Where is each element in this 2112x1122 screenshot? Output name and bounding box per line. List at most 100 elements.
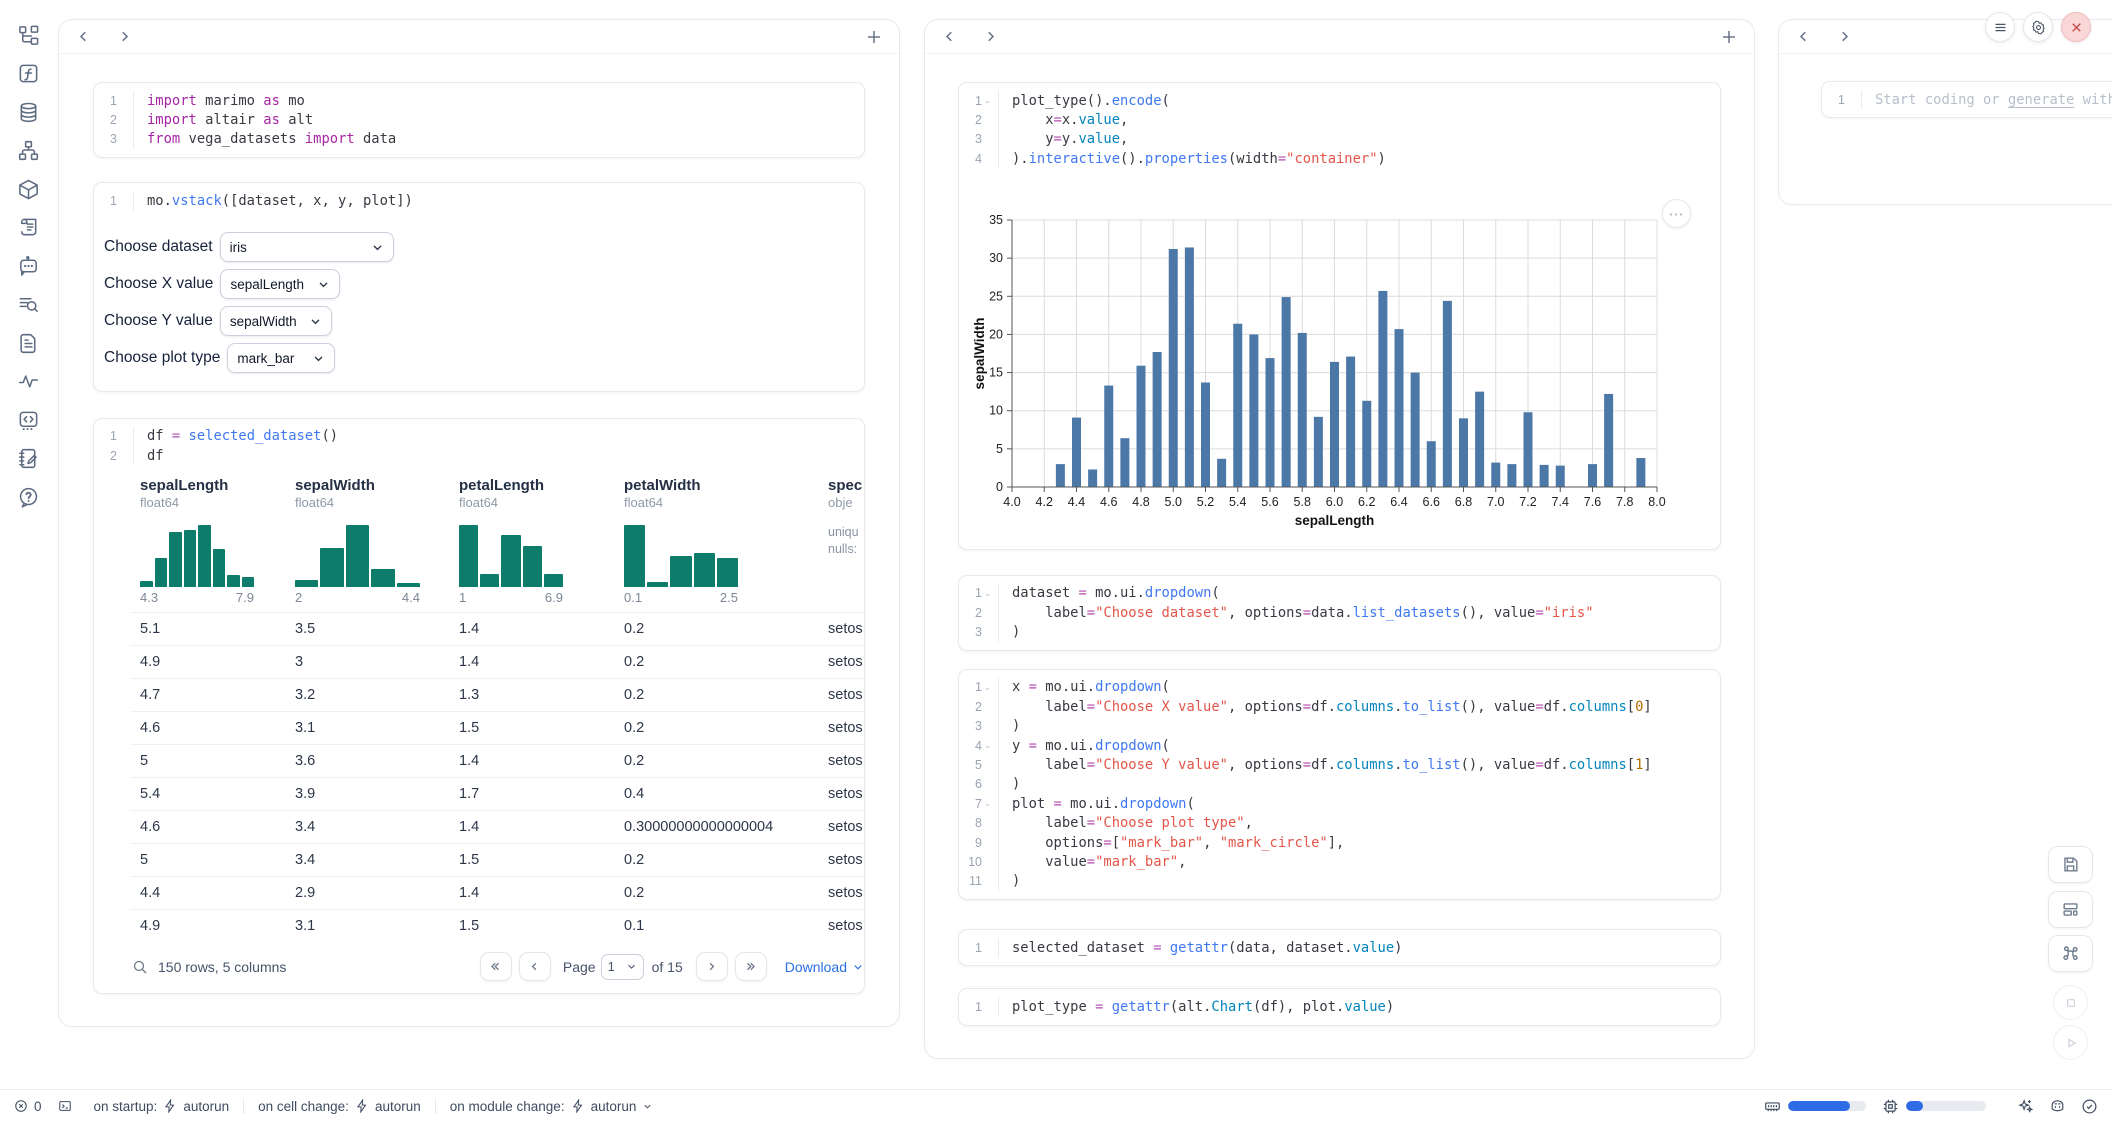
fold-marker-icon[interactable]: ⌄ <box>982 798 993 809</box>
chevron-left-icon[interactable] <box>75 28 92 45</box>
shutdown-button[interactable] <box>2061 12 2091 42</box>
download-button[interactable]: Download <box>785 959 864 975</box>
error-count-badge[interactable]: 0 <box>14 1099 42 1114</box>
on-module-change-setting[interactable]: on module change: autorun <box>450 1099 654 1114</box>
sidebar-item-packages[interactable] <box>9 170 47 209</box>
table-row[interactable]: 4.931.40.2setos <box>130 645 864 678</box>
table-row[interactable]: 4.63.41.40.30000000000000004setos <box>130 810 864 843</box>
sidebar-item-logs[interactable] <box>9 286 47 325</box>
code-text[interactable]: x=x.value, <box>999 112 1128 128</box>
vstack-cell[interactable]: 1mo.vstack([dataset, x, y, plot])Choose … <box>93 182 865 391</box>
ai-assistant-button[interactable] <box>2017 1098 2034 1115</box>
chart-options-button[interactable]: ⋯ <box>1662 199 1691 228</box>
chevron-right-icon[interactable] <box>1836 28 1853 45</box>
sidebar-item-scratchpad[interactable] <box>9 440 47 479</box>
code-text[interactable]: mo.vstack([dataset, x, y, plot]) <box>134 193 413 209</box>
previous-page-button[interactable] <box>519 952 551 981</box>
layout-button[interactable] <box>2048 891 2093 928</box>
code-text[interactable]: df = selected_dataset() <box>134 428 338 444</box>
code-text[interactable]: plot_type().encode( <box>999 93 1170 109</box>
plot-cell[interactable]: 1⌄plot_type().encode(2 x=x.value,3 y=y.v… <box>958 82 1721 550</box>
code-text[interactable]: ) <box>999 624 1020 640</box>
code-editor[interactable]: 1import marimo as mo2import altair as al… <box>94 83 864 157</box>
chevron-right-icon[interactable] <box>116 28 133 45</box>
empty-code-cell[interactable]: 1 Start coding or generate with <box>1821 81 2112 118</box>
code-editor[interactable]: 1⌄plot_type().encode(2 x=x.value,3 y=y.v… <box>959 83 1720 177</box>
table-row[interactable]: 53.61.40.2setos <box>130 744 864 777</box>
dropdown-choose-dataset[interactable]: iris <box>220 232 394 262</box>
fold-marker-icon[interactable]: ⌄ <box>982 588 993 599</box>
copilot-button[interactable] <box>2049 1098 2066 1115</box>
table-row[interactable]: 4.93.11.50.1setos <box>130 909 864 942</box>
sidebar-item-ai-chat[interactable] <box>9 247 47 286</box>
first-page-button[interactable] <box>480 952 512 981</box>
code-text[interactable]: plot_type = getattr(alt.Chart(df), plot.… <box>999 999 1394 1015</box>
last-page-button[interactable] <box>735 952 767 981</box>
code-text[interactable]: label="Choose Y value", options=df.colum… <box>999 757 1652 773</box>
code-text[interactable]: plot = mo.ui.dropdown( <box>999 796 1195 812</box>
connection-status-button[interactable] <box>2081 1098 2098 1115</box>
code-text[interactable]: options=["mark_bar", "mark_circle"], <box>999 835 1344 851</box>
altair-bar-chart[interactable]: 4.04.24.44.64.85.05.25.45.65.86.06.26.46… <box>972 185 1672 543</box>
code-text[interactable]: ) <box>999 873 1020 889</box>
dropdown-choose-plot-type[interactable]: mark_bar <box>227 343 335 373</box>
notebook-menu-button[interactable] <box>1985 12 2015 42</box>
stop-execution-button[interactable] <box>2053 985 2088 1020</box>
save-button[interactable] <box>2048 846 2093 883</box>
chevron-left-icon[interactable] <box>941 28 958 45</box>
on-startup-setting[interactable]: on startup: autorun <box>94 1099 230 1114</box>
code-text[interactable]: selected_dataset = getattr(data, dataset… <box>999 940 1402 956</box>
chevron-right-icon[interactable] <box>982 28 999 45</box>
search-icon[interactable] <box>132 959 148 975</box>
code-editor[interactable]: 1⌄x = mo.ui.dropdown(2 label="Choose X v… <box>959 670 1720 899</box>
code-text[interactable]: ) <box>999 776 1020 792</box>
dropdown-choose-y-value[interactable]: sepalWidth <box>220 306 332 336</box>
generate-with-ai-link[interactable]: generate <box>2008 92 2074 108</box>
fold-marker-icon[interactable]: ⌄ <box>982 740 993 751</box>
code-text[interactable]: import marimo as mo <box>134 93 305 109</box>
code-text[interactable]: y = mo.ui.dropdown( <box>999 738 1170 754</box>
add-cell-icon[interactable] <box>1720 28 1738 46</box>
xy-plot-dropdowns-cell[interactable]: 1⌄x = mo.ui.dropdown(2 label="Choose X v… <box>958 669 1721 900</box>
sidebar-item-documentation[interactable] <box>9 324 47 363</box>
command-palette-button[interactable] <box>2048 935 2093 972</box>
dataframe-cell[interactable]: 1df = selected_dataset()2dfsepalLengthfl… <box>93 418 865 995</box>
sidebar-item-help[interactable] <box>9 478 47 517</box>
next-page-button[interactable] <box>696 952 728 981</box>
dropdown-choose-x-value[interactable]: sepalLength <box>220 269 340 299</box>
chevron-left-icon[interactable] <box>1795 28 1812 45</box>
code-text[interactable]: ) <box>999 718 1020 734</box>
table-row[interactable]: 53.41.50.2setos <box>130 843 864 876</box>
code-text[interactable]: ).interactive().properties(width="contai… <box>999 151 1386 167</box>
settings-button[interactable] <box>2023 12 2053 42</box>
sidebar-item-datasources[interactable] <box>9 93 47 132</box>
sidebar-item-file-explorer[interactable] <box>9 16 47 55</box>
run-all-button[interactable] <box>2053 1025 2088 1060</box>
code-editor[interactable]: 1selected_dataset = getattr(data, datase… <box>959 930 1720 965</box>
sidebar-item-outline[interactable] <box>9 209 47 248</box>
dataset-dropdown-cell[interactable]: 1⌄dataset = mo.ui.dropdown(2 label="Choo… <box>958 575 1721 651</box>
code-text[interactable]: label="Choose X value", options=df.colum… <box>999 699 1652 715</box>
table-row[interactable]: 4.42.91.40.2setos <box>130 876 864 909</box>
fold-marker-icon[interactable]: ⌄ <box>982 682 993 693</box>
sidebar-item-dependency-graph[interactable] <box>9 132 47 171</box>
code-text[interactable]: label="Choose plot type", <box>999 815 1253 831</box>
code-text[interactable]: y=y.value, <box>999 131 1128 147</box>
sidebar-item-tracing[interactable] <box>9 363 47 402</box>
table-row[interactable]: 4.63.11.50.2setos <box>130 711 864 744</box>
code-text[interactable]: from vega_datasets import data <box>134 131 396 147</box>
code-text[interactable]: x = mo.ui.dropdown( <box>999 679 1170 695</box>
page-select[interactable]: 1 <box>601 954 644 980</box>
code-editor[interactable]: 1df = selected_dataset()2df <box>94 419 864 474</box>
code-text[interactable]: df <box>134 448 164 464</box>
terminal-button[interactable] <box>58 1099 72 1113</box>
imports-cell[interactable]: 1import marimo as mo2import altair as al… <box>93 82 865 158</box>
code-editor[interactable]: 1mo.vstack([dataset, x, y, plot]) <box>94 183 864 218</box>
code-text[interactable]: dataset = mo.ui.dropdown( <box>999 585 1220 601</box>
table-row[interactable]: 5.43.91.70.4setos <box>130 777 864 810</box>
code-text[interactable]: import altair as alt <box>134 112 313 128</box>
code-editor[interactable]: 1⌄dataset = mo.ui.dropdown(2 label="Choo… <box>959 576 1720 650</box>
code-text[interactable]: value="mark_bar", <box>999 854 1186 870</box>
code-editor-placeholder[interactable]: Start coding or generate with <box>1862 92 2112 108</box>
plot-type-cell[interactable]: 1plot_type = getattr(alt.Chart(df), plot… <box>958 988 1721 1025</box>
